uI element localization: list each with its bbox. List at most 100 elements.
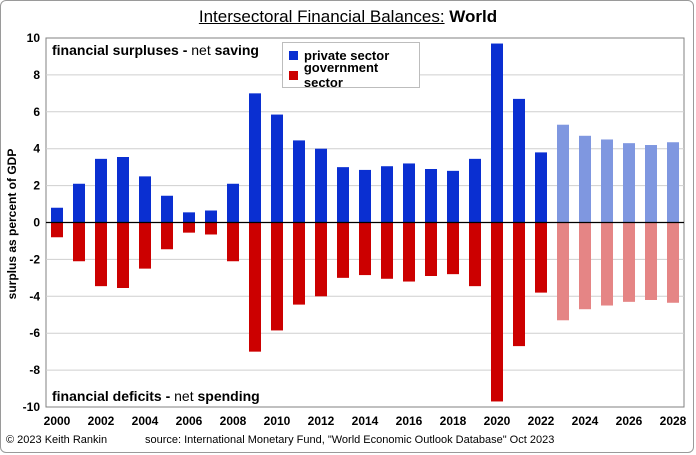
- bar-private-sector: [73, 183, 85, 223]
- bar-private-sector: [271, 114, 283, 223]
- y-tick-label: -10: [23, 400, 41, 414]
- bar-private-sector: [557, 124, 569, 223]
- bar-private-sector: [51, 207, 63, 223]
- bar-government-sector: [601, 222, 613, 306]
- bar-government-sector: [667, 222, 679, 303]
- y-axis-label: surplus as percent of GDP: [5, 148, 19, 300]
- bar-government-sector: [645, 222, 657, 300]
- surplus-annotation-light: net: [191, 42, 211, 58]
- bar-government-sector: [271, 222, 283, 331]
- deficit-annotation: financial deficits - net spending: [52, 388, 260, 404]
- x-tick-label: 2012: [308, 414, 335, 428]
- x-tick-label: 2008: [220, 414, 247, 428]
- deficit-annotation-end: spending: [197, 388, 260, 404]
- bar-private-sector: [315, 148, 327, 223]
- x-tick-label: 2020: [484, 414, 511, 428]
- bar-government-sector: [403, 222, 415, 282]
- bar-private-sector: [491, 43, 503, 223]
- bar-government-sector: [249, 222, 261, 352]
- x-tick-label: 2018: [440, 414, 467, 428]
- deficit-annotation-bold: financial deficits -: [52, 388, 171, 404]
- bar-private-sector: [183, 212, 195, 223]
- chart-title: Intersectoral Financial Balances: World: [0, 7, 696, 27]
- bar-private-sector: [117, 157, 129, 223]
- bar-government-sector: [95, 222, 107, 287]
- source-text: source: International Monetary Fund, "Wo…: [145, 434, 555, 446]
- bar-private-sector: [645, 145, 657, 223]
- deficit-annotation-light: net: [174, 388, 194, 404]
- bar-private-sector: [447, 170, 459, 223]
- bar-private-sector: [293, 140, 305, 223]
- y-tick-label: 2: [33, 179, 40, 193]
- legend-label-private: private sector: [304, 47, 390, 63]
- surplus-annotation: financial surpluses - net saving: [52, 42, 259, 58]
- bar-government-sector: [161, 222, 173, 250]
- bar-government-sector: [183, 222, 195, 233]
- bar-government-sector: [73, 222, 85, 262]
- bar-private-sector: [139, 176, 151, 223]
- x-tick-label: 2004: [132, 414, 159, 428]
- bar-government-sector: [535, 222, 547, 293]
- x-tick-label: 2014: [352, 414, 379, 428]
- bar-government-sector: [227, 222, 239, 262]
- bar-government-sector: [513, 222, 525, 347]
- y-tick-label: 4: [33, 142, 40, 156]
- bar-government-sector: [557, 222, 569, 321]
- bar-government-sector: [117, 222, 129, 288]
- bar-private-sector: [579, 135, 591, 223]
- surplus-annotation-bold: financial surpluses -: [52, 42, 188, 58]
- bar-private-sector: [403, 163, 415, 223]
- bar-government-sector: [623, 222, 635, 302]
- y-tick-label: -8: [29, 363, 40, 377]
- x-tick-label: 2006: [176, 414, 203, 428]
- bar-government-sector: [447, 222, 459, 275]
- bar-private-sector: [249, 93, 261, 223]
- bar-private-sector: [425, 168, 437, 223]
- bar-government-sector: [381, 222, 393, 279]
- bar-private-sector: [161, 195, 173, 223]
- y-tick-label: 8: [33, 68, 40, 82]
- x-tick-label: 2024: [572, 414, 599, 428]
- bar-government-sector: [293, 222, 305, 305]
- bar-government-sector: [491, 222, 503, 402]
- x-tick-label: 2028: [660, 414, 687, 428]
- bar-private-sector: [601, 139, 613, 223]
- chart-title-region: World: [449, 7, 498, 26]
- bar-government-sector: [337, 222, 349, 278]
- legend-item-private: private sector: [289, 47, 389, 63]
- bar-private-sector: [623, 143, 635, 223]
- bar-government-sector: [315, 222, 327, 297]
- bar-government-sector: [51, 222, 63, 238]
- y-tick-label: -2: [29, 252, 40, 266]
- bar-private-sector: [381, 166, 393, 223]
- bar-private-sector: [667, 142, 679, 223]
- bar-private-sector: [469, 158, 481, 223]
- legend: private sector government sector: [282, 42, 420, 90]
- bar-government-sector: [469, 222, 481, 287]
- legend-label-government: government sector: [303, 60, 379, 90]
- x-tick-label: 2000: [44, 414, 71, 428]
- x-tick-label: 2022: [528, 414, 555, 428]
- legend-swatch-private: [289, 50, 298, 60]
- bar-government-sector: [359, 222, 371, 276]
- bar-private-sector: [359, 169, 371, 223]
- bar-private-sector: [205, 210, 217, 223]
- y-tick-label: -6: [29, 326, 40, 340]
- x-tick-label: 2010: [264, 414, 291, 428]
- y-tick-label: 10: [27, 31, 41, 45]
- x-tick-label: 2016: [396, 414, 423, 428]
- y-tick-label: 0: [33, 216, 40, 230]
- bar-private-sector: [95, 158, 107, 223]
- bar-private-sector: [227, 183, 239, 223]
- y-tick-label: -4: [29, 289, 40, 303]
- x-tick-label: 2026: [616, 414, 643, 428]
- legend-swatch-government: [289, 70, 298, 80]
- bar-government-sector: [579, 222, 591, 310]
- legend-item-government: government sector: [289, 60, 419, 90]
- bar-private-sector: [535, 152, 547, 223]
- bar-private-sector: [513, 98, 525, 223]
- copyright-text: © 2023 Keith Rankin: [6, 434, 108, 446]
- x-tick-label: 2002: [88, 414, 115, 428]
